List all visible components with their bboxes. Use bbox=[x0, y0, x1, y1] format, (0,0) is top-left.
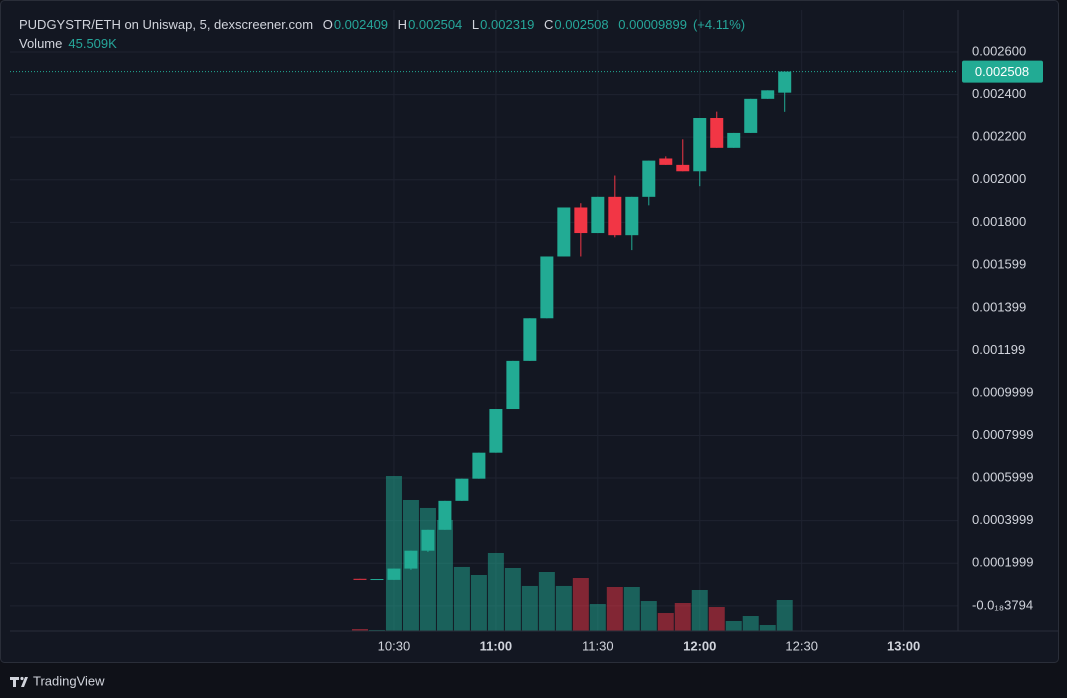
volume-bar bbox=[453, 566, 470, 631]
symbol: PUDGYSTR/ETH on Uniswap, 5, dexscreener.… bbox=[19, 17, 314, 32]
y-tick-label: -0.0₁₈3794 bbox=[972, 597, 1033, 612]
candle-body bbox=[693, 118, 707, 172]
volume-bar bbox=[504, 567, 521, 631]
candle-body bbox=[370, 579, 384, 581]
volume-bar bbox=[640, 601, 657, 631]
candle-body bbox=[404, 550, 418, 569]
candle-body bbox=[387, 568, 401, 580]
candle-body bbox=[523, 318, 537, 361]
candle-body bbox=[472, 452, 486, 479]
volume-bar bbox=[674, 602, 691, 631]
ohlc-label: L bbox=[471, 17, 480, 32]
candle-body bbox=[489, 409, 503, 453]
y-tick-label: 0.0007999 bbox=[972, 427, 1033, 442]
brand-logo bbox=[10, 676, 28, 687]
candle-body bbox=[455, 478, 469, 501]
candle-body bbox=[540, 256, 554, 319]
last-price-label: 0.002508 bbox=[975, 64, 1029, 79]
volume-bar bbox=[351, 629, 368, 631]
volume-bar bbox=[385, 476, 402, 631]
volume-bar bbox=[470, 574, 487, 631]
candle-body bbox=[778, 71, 792, 93]
x-tick-label: 12:00 bbox=[683, 638, 716, 653]
candle-body bbox=[642, 160, 656, 197]
volume-bar bbox=[759, 625, 776, 631]
volume-bar bbox=[368, 629, 385, 631]
volume-bar bbox=[419, 507, 436, 631]
candle-body bbox=[710, 118, 724, 148]
candle-body bbox=[421, 529, 435, 551]
candle-body bbox=[761, 90, 775, 99]
legend-line: PUDGYSTR/ETH on Uniswap, 5, dexscreener.… bbox=[19, 17, 751, 32]
y-tick-label: 0.001399 bbox=[972, 299, 1026, 314]
candle-body bbox=[438, 500, 452, 530]
y-tick-label: 0.0001999 bbox=[972, 555, 1033, 570]
y-tick-label: 0.0009999 bbox=[972, 384, 1033, 399]
volume-label: Volume bbox=[19, 36, 63, 51]
volume-bar bbox=[623, 586, 640, 631]
volume-bar bbox=[487, 552, 504, 631]
volume-bar bbox=[436, 519, 453, 631]
ohlc-value: 0.002409 bbox=[333, 17, 389, 32]
volume-bar bbox=[572, 577, 589, 631]
volume-bar bbox=[555, 585, 572, 631]
y-tick-label: 0.001599 bbox=[972, 257, 1026, 272]
x-tick-label: 13:00 bbox=[887, 638, 920, 653]
candle-body bbox=[744, 98, 758, 133]
x-tick-label: 12:30 bbox=[785, 638, 818, 653]
y-tick-label: 0.0005999 bbox=[972, 469, 1033, 484]
ohlc-label: C bbox=[544, 17, 554, 32]
y-tick-label: 0.0003999 bbox=[972, 512, 1033, 527]
volume-bar bbox=[589, 604, 606, 631]
candle-body bbox=[353, 578, 367, 580]
x-tick-label: 10:30 bbox=[378, 638, 411, 653]
ohlc-value: 0.002319 bbox=[480, 17, 535, 32]
volume-bar bbox=[691, 589, 708, 631]
volume-bar bbox=[725, 620, 742, 631]
volume-legend: Volume 45.509K bbox=[19, 36, 123, 51]
candle-body bbox=[557, 207, 571, 257]
x-tick-label: 11:30 bbox=[582, 638, 614, 653]
candle-body bbox=[506, 360, 520, 410]
volume-bar bbox=[521, 585, 538, 631]
candle-body bbox=[591, 196, 605, 234]
y-tick-label: 0.002400 bbox=[972, 86, 1026, 101]
volume-bar bbox=[742, 616, 759, 631]
ohlc-value: 0.002508 bbox=[554, 17, 609, 32]
ohlc-label: O bbox=[322, 17, 333, 32]
volume-bar bbox=[538, 571, 555, 631]
y-tick-label: 0.002200 bbox=[972, 129, 1026, 144]
candle-body bbox=[659, 158, 673, 165]
candle-body bbox=[625, 196, 639, 236]
candle-body bbox=[608, 196, 622, 236]
y-tick-label: 0.001800 bbox=[972, 214, 1026, 229]
y-tick-label: 0.002600 bbox=[972, 43, 1026, 58]
y-tick-label: 0.001199 bbox=[972, 342, 1025, 357]
y-tick-label: 0.002000 bbox=[972, 171, 1026, 186]
ohlc-label: H bbox=[397, 17, 408, 32]
change-pct: (+4.11%) bbox=[692, 17, 746, 32]
last-price-tag bbox=[962, 60, 1043, 83]
volume-bar bbox=[657, 613, 674, 631]
change: 0.00009899 bbox=[618, 17, 687, 32]
volume-bar bbox=[708, 607, 725, 631]
candle-body bbox=[727, 132, 741, 148]
volume-bar bbox=[776, 599, 793, 631]
candle-body bbox=[574, 207, 588, 234]
ohlc-value: 0.002504 bbox=[408, 17, 463, 32]
candle-body bbox=[676, 164, 690, 172]
volume-value: 45.509K bbox=[68, 36, 117, 51]
volume-bar bbox=[606, 586, 623, 631]
x-tick-label: 11:00 bbox=[480, 638, 513, 653]
brand-name: TradingView bbox=[33, 673, 105, 688]
